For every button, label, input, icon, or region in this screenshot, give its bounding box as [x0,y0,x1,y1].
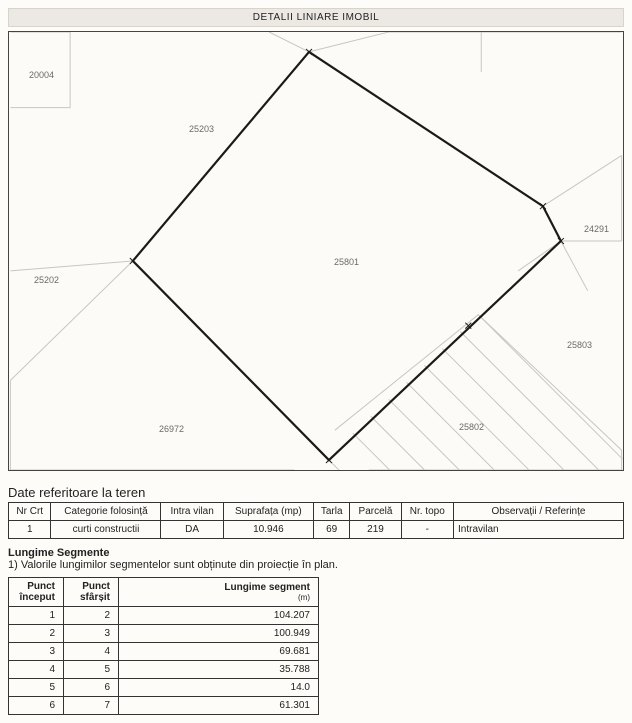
table-row: 4535.788 [9,661,319,679]
teren-cell: 219 [350,521,401,539]
map-svg [9,32,623,470]
parcel-label: 25202 [34,275,59,285]
table-row: 6761.301 [9,697,319,715]
teren-col-header: Nr. topo [401,503,453,521]
seg-cell: 1 [9,607,64,625]
seg-cell: 4 [64,643,119,661]
seg-col-header: Punct început [9,578,64,607]
page-title: DETALII LINIARE IMOBIL [8,8,624,27]
teren-section-title: Date referitoare la teren [8,485,624,500]
seg-cell: 5 [64,661,119,679]
teren-col-header: Intra vilan [161,503,223,521]
seg-col-header: Lungime segment(m) [119,578,319,607]
teren-col-header: Parcelă [350,503,401,521]
seg-cell: 69.681 [119,643,319,661]
seg-cell: 2 [9,625,64,643]
map-container: 20004 25203 25202 26972 25801 25802 25803 24291 [8,31,624,471]
parcel-label: 25801 [334,257,359,267]
segments-note: 1) Valorile lungimilor segmentelor sunt … [8,559,624,571]
parcel-label: 25802 [459,422,484,432]
table-row: 23100.949 [9,625,319,643]
teren-col-header: Tarla [313,503,350,521]
parcel-label: 26972 [159,424,184,434]
table-row: 12104.207 [9,607,319,625]
segments-table: Punct începutPunct sfârșitLungime segmen… [8,577,319,715]
seg-cell: 104.207 [119,607,319,625]
parcel-label: 25203 [189,124,214,134]
seg-cell: 35.788 [119,661,319,679]
seg-cell: 2 [64,607,119,625]
seg-cell: 4 [9,661,64,679]
parcel-label: 24291 [584,224,609,234]
seg-cell: 7 [64,697,119,715]
seg-col-header: Punct sfârșit [64,578,119,607]
seg-cell: 3 [9,643,64,661]
teren-cell: curti constructii [51,521,161,539]
teren-col-header: Categorie folosință [51,503,161,521]
teren-cell: Intravilan [454,521,624,539]
seg-cell: 14.0 [119,679,319,697]
seg-cell: 3 [64,625,119,643]
teren-col-header: Nr Crt [9,503,51,521]
parcel-label: 20004 [29,70,54,80]
teren-col-header: Observații / Referințe [454,503,624,521]
parcel-label: 25803 [567,340,592,350]
teren-col-header: Suprafața (mp) [223,503,313,521]
seg-cell: 6 [9,697,64,715]
seg-cell: 6 [64,679,119,697]
teren-cell: 1 [9,521,51,539]
teren-cell: - [401,521,453,539]
teren-cell: 69 [313,521,350,539]
seg-cell: 5 [9,679,64,697]
teren-table: Nr CrtCategorie folosințăIntra vilanSupr… [8,502,624,539]
seg-cell: 100.949 [119,625,319,643]
table-row: 5614.0 [9,679,319,697]
teren-cell: DA [161,521,223,539]
segments-heading: Lungime Segmente [8,547,624,559]
teren-cell: 10.946 [223,521,313,539]
table-row: 1curti constructiiDA10.94669219-Intravil… [9,521,624,539]
seg-cell: 61.301 [119,697,319,715]
table-row: 3469.681 [9,643,319,661]
